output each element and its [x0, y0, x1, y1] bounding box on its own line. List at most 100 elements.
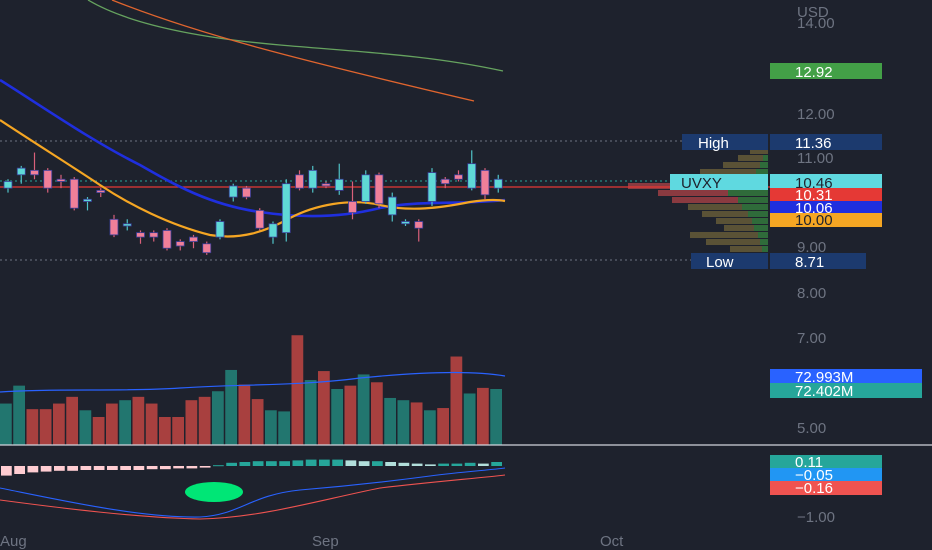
- macd-histogram[interactable]: [1, 459, 502, 476]
- candles-layer[interactable]: [3, 150, 503, 255]
- candle[interactable]: [122, 219, 132, 231]
- candle[interactable]: [334, 163, 344, 195]
- candle[interactable]: [295, 170, 304, 191]
- volume-bar: [79, 410, 92, 445]
- high-label-text: High: [698, 135, 729, 152]
- price-axis[interactable]: USD 14.00 12.00 11.00 9.00 8.00 7.00 5.0…: [797, 4, 835, 526]
- candle[interactable]: [162, 228, 172, 251]
- volume-bar: [92, 417, 105, 445]
- volume-bar: [265, 410, 277, 445]
- candle[interactable]: [414, 219, 424, 242]
- macd-histogram-bar: [398, 462, 410, 466]
- candle[interactable]: [374, 172, 384, 209]
- volume-ma-tag: [770, 383, 922, 398]
- volume-ma-text: 72.402M: [795, 383, 853, 400]
- candle[interactable]: [454, 170, 463, 182]
- candle-body: [83, 198, 92, 202]
- ma-yellow-text: 10.00: [795, 212, 833, 229]
- volume-profile-row: [730, 246, 762, 252]
- candle[interactable]: [175, 239, 185, 251]
- volume-bar: [410, 402, 423, 445]
- macd-hist-text: 0.11: [795, 454, 823, 471]
- candle[interactable]: [202, 241, 212, 255]
- candle-body: [96, 189, 106, 193]
- macd-histogram-bar: [160, 466, 171, 470]
- volume-moving-average: [0, 371, 506, 393]
- candle-body: [30, 169, 39, 176]
- candle[interactable]: [440, 177, 450, 189]
- candle-body: [189, 236, 198, 242]
- candle[interactable]: [387, 192, 397, 222]
- candle[interactable]: [321, 181, 331, 189]
- candle[interactable]: [69, 177, 79, 211]
- macd-histogram-bar: [345, 460, 357, 466]
- volume-profile-row-up: [738, 197, 768, 203]
- candle[interactable]: [427, 168, 437, 206]
- macd-histogram-bar: [464, 462, 476, 466]
- candle[interactable]: [242, 185, 251, 200]
- volume-bar: [26, 409, 39, 445]
- candle[interactable]: [348, 181, 357, 220]
- candle-body: [109, 218, 119, 236]
- candle[interactable]: [255, 208, 265, 231]
- volume-tag: [770, 369, 922, 384]
- candle[interactable]: [43, 168, 53, 193]
- candle[interactable]: [308, 165, 318, 193]
- candle[interactable]: [268, 221, 278, 244]
- candle[interactable]: [3, 179, 13, 193]
- candle[interactable]: [493, 174, 503, 193]
- low-value-text: 8.71: [795, 254, 824, 271]
- macd-histogram-bar: [266, 461, 277, 466]
- volume-bar: [238, 384, 251, 445]
- moving-average-yellow: [0, 119, 506, 238]
- candle[interactable]: [83, 197, 92, 211]
- time-tick-aug: Aug: [0, 533, 27, 550]
- macd-histogram-bar: [186, 466, 198, 469]
- volume-bar: [39, 409, 52, 445]
- volume-bar: [13, 385, 25, 445]
- candle[interactable]: [480, 168, 490, 200]
- volume-profile-row-up: [762, 246, 768, 252]
- time-axis[interactable]: Aug Sep Oct: [0, 533, 624, 550]
- time-tick-sep: Sep: [312, 533, 339, 550]
- candle-body: [321, 183, 331, 187]
- volume-layer[interactable]: [0, 335, 502, 445]
- candle[interactable]: [109, 214, 119, 238]
- candle-body: [440, 178, 450, 185]
- macd-histogram-bar: [358, 461, 370, 466]
- volume-bar: [53, 403, 65, 445]
- candle[interactable]: [228, 183, 238, 202]
- macd-line-text: −0.05: [795, 467, 833, 484]
- candle[interactable]: [30, 152, 39, 180]
- candle[interactable]: [467, 150, 477, 191]
- candle[interactable]: [281, 179, 291, 242]
- candle-body: [414, 221, 424, 229]
- candle[interactable]: [215, 219, 225, 240]
- macd-histogram-bar: [107, 466, 118, 470]
- highlight-marker: [185, 482, 243, 502]
- candle[interactable]: [189, 234, 198, 249]
- candle-body: [361, 174, 371, 202]
- volume-bar: [450, 356, 463, 445]
- candle-body: [295, 174, 304, 189]
- volume-bar: [437, 408, 449, 445]
- candle[interactable]: [401, 219, 410, 226]
- candle[interactable]: [361, 170, 371, 204]
- macd-line-tag: [770, 468, 882, 482]
- candle-body: [467, 163, 477, 189]
- candle[interactable]: [96, 188, 106, 198]
- candle[interactable]: [136, 230, 145, 244]
- volume-profile-row: [702, 211, 748, 217]
- candle[interactable]: [56, 174, 66, 189]
- candle[interactable]: [149, 230, 159, 242]
- macd-histogram-bar: [54, 466, 65, 471]
- symbol-tag-text: UVXY: [681, 175, 722, 192]
- volume-profile-row: [690, 232, 758, 238]
- macd-histogram-bar: [14, 466, 25, 474]
- candle-body: [228, 185, 238, 198]
- candle-body: [122, 223, 132, 227]
- macd-histogram-bar: [332, 459, 343, 466]
- candle[interactable]: [16, 165, 26, 184]
- candle-body: [69, 178, 79, 209]
